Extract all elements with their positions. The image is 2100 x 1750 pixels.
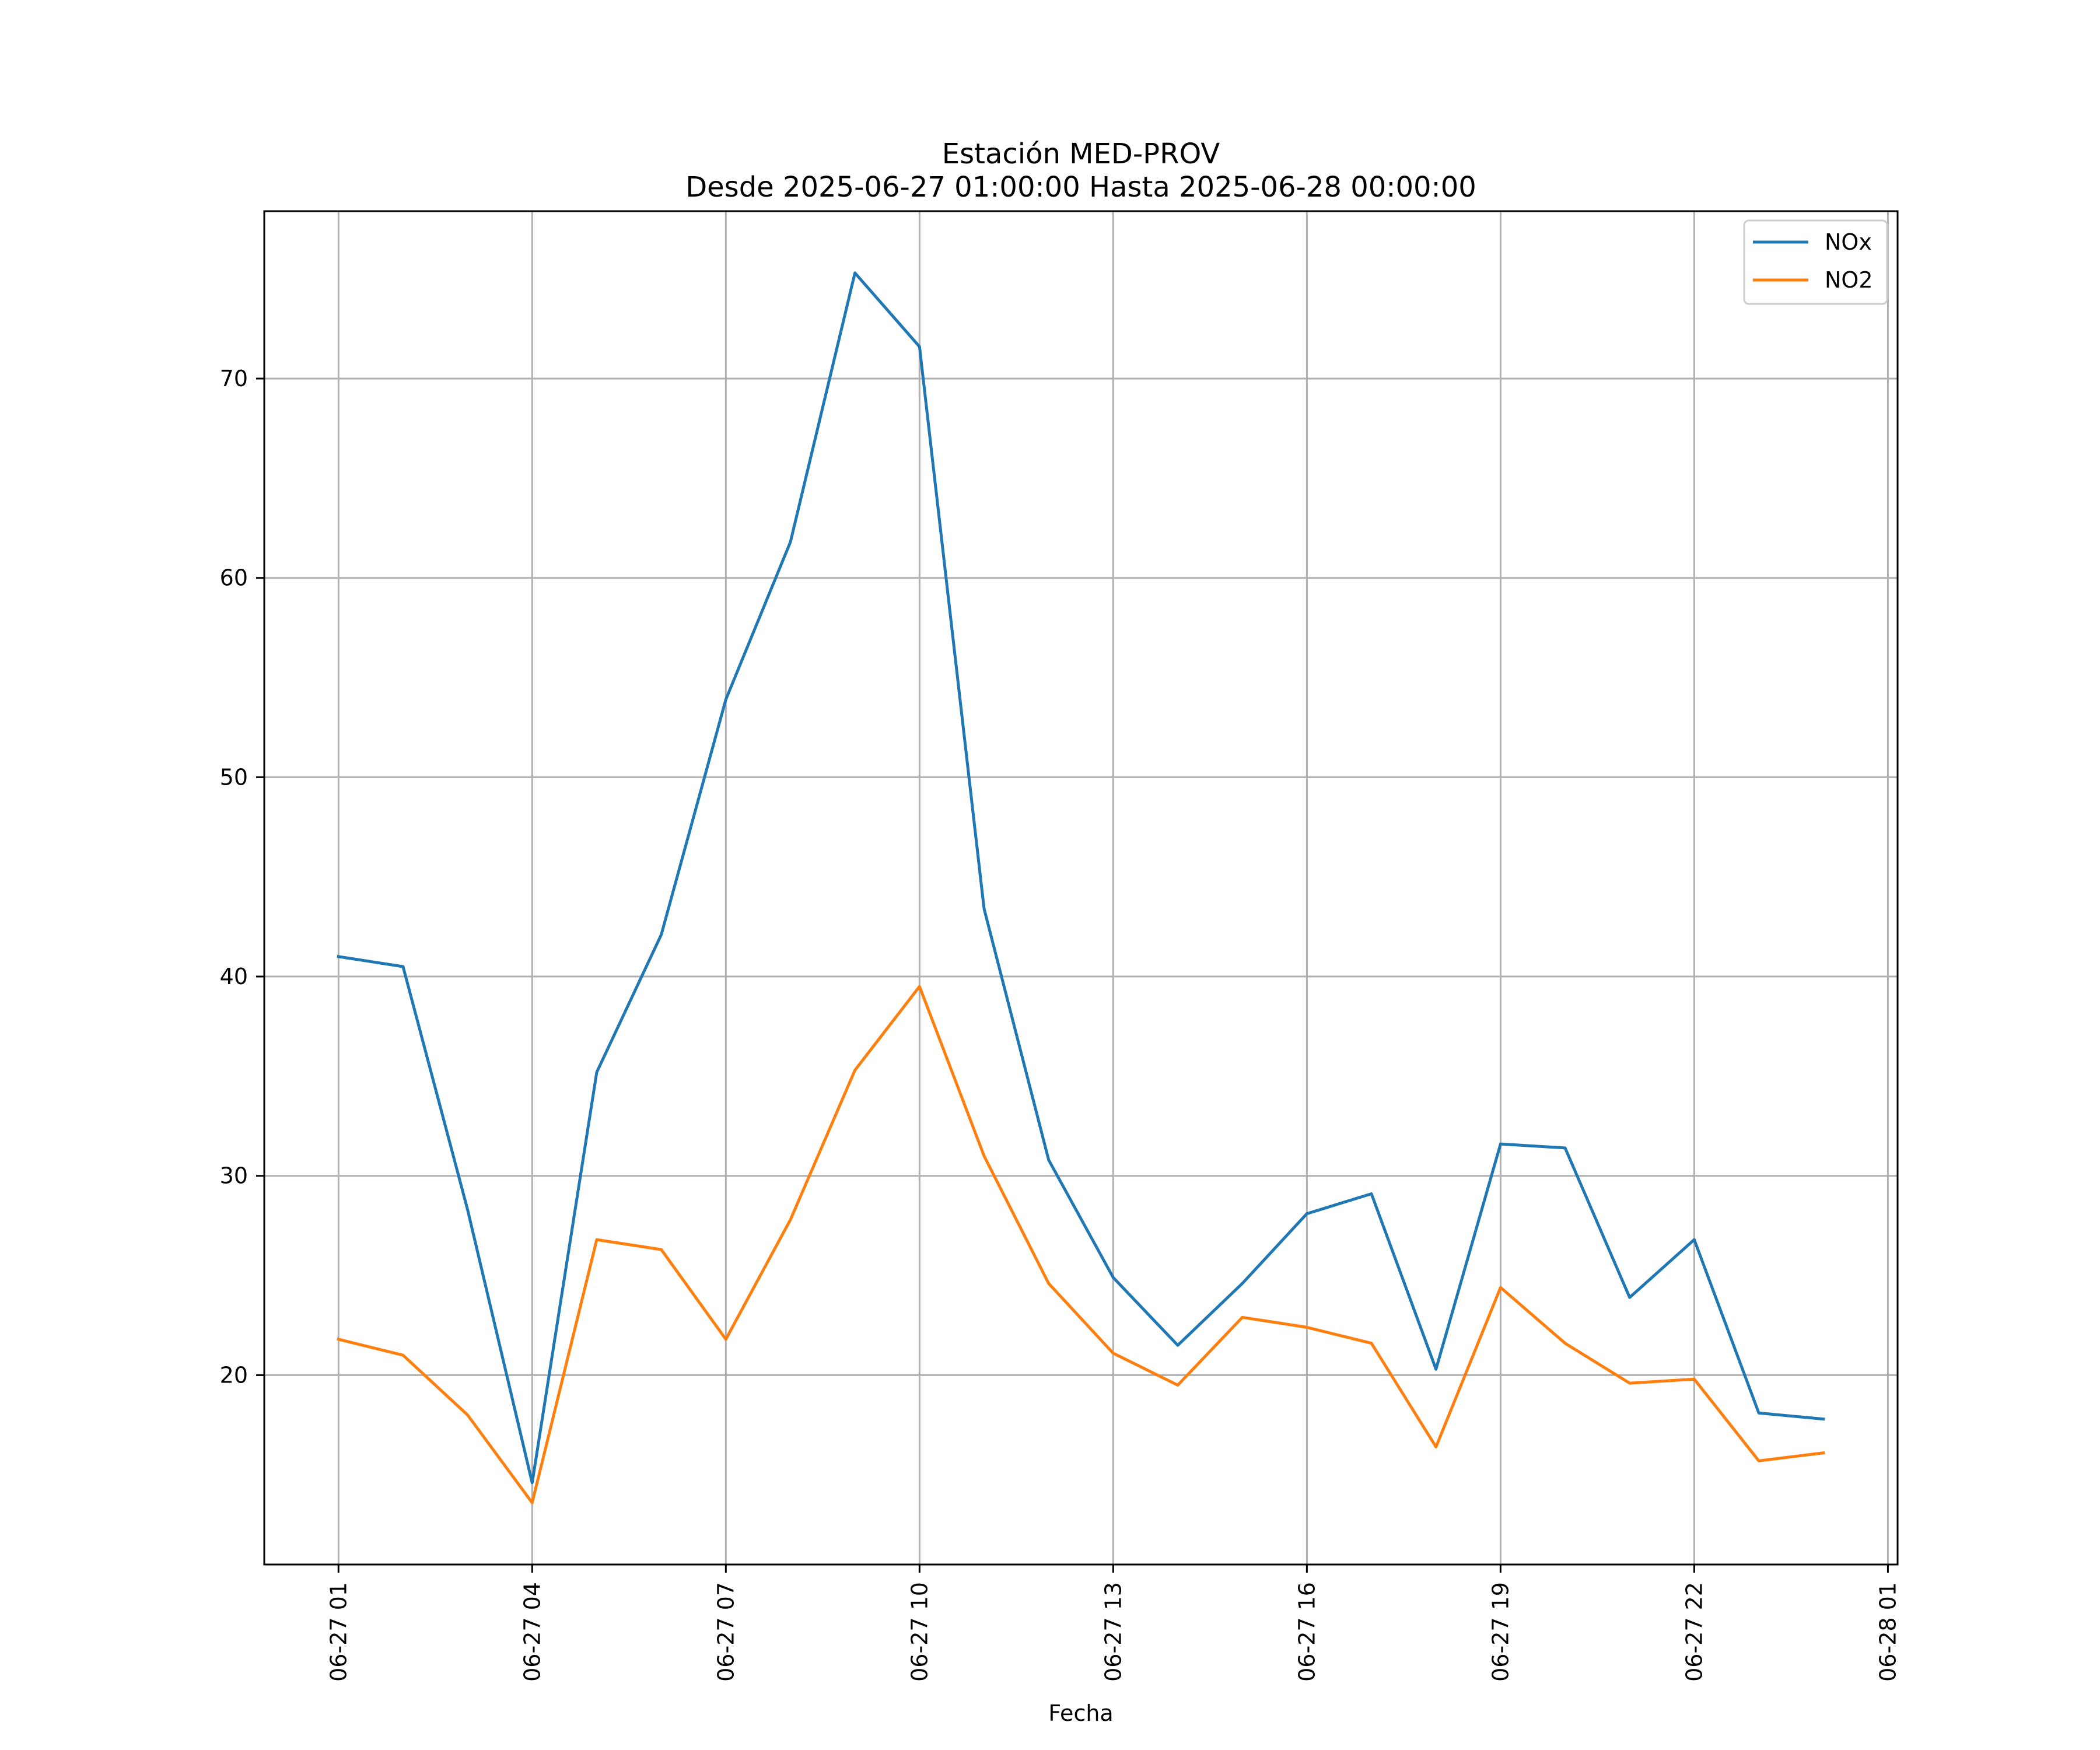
legend-label-no2: NO2: [1825, 267, 1873, 293]
y-tick-label: 30: [220, 1163, 248, 1189]
y-tick-label: 70: [220, 366, 248, 391]
x-tick-label: 06-27 04: [519, 1582, 545, 1682]
plot-frame: [263, 210, 1899, 1566]
series-line-nox: [337, 271, 1825, 1485]
grid-lines: [264, 211, 1898, 1564]
y-axis-ticks: 20 30 40 50 60 70: [220, 366, 264, 1388]
series-line-no2: [337, 985, 1825, 1504]
x-tick-label: 06-27 07: [713, 1582, 738, 1682]
y-tick-label: 50: [220, 764, 248, 790]
x-axis-label: Fecha: [1048, 1700, 1113, 1726]
y-tick-label: 20: [220, 1362, 248, 1388]
x-tick-label: 06-27 01: [326, 1582, 351, 1682]
x-tick-label: 06-27 13: [1100, 1582, 1126, 1682]
x-tick-label: 06-28 01: [1875, 1582, 1901, 1682]
chart-title: Estación MED-PROV: [942, 138, 1220, 170]
x-axis-ticks: 06-27 01 06-27 04 06-27 07 06-27 10 06-27 13…: [326, 1564, 1901, 1682]
y-tick-label: 60: [220, 565, 248, 591]
x-tick-label: 06-27 19: [1488, 1582, 1513, 1682]
y-tick-label: 40: [220, 964, 248, 989]
legend-label-nox: NOx: [1825, 229, 1872, 255]
x-tick-label: 06-27 10: [907, 1582, 932, 1682]
chart-subtitle: Desde 2025-06-27 01:00:00 Hasta 2025-06-…: [685, 171, 1476, 204]
series-lines: [337, 271, 1825, 1504]
x-tick-label: 06-27 16: [1294, 1582, 1320, 1682]
x-tick-label: 06-27 22: [1681, 1582, 1707, 1682]
legend: NOx NO2: [1743, 219, 1888, 305]
